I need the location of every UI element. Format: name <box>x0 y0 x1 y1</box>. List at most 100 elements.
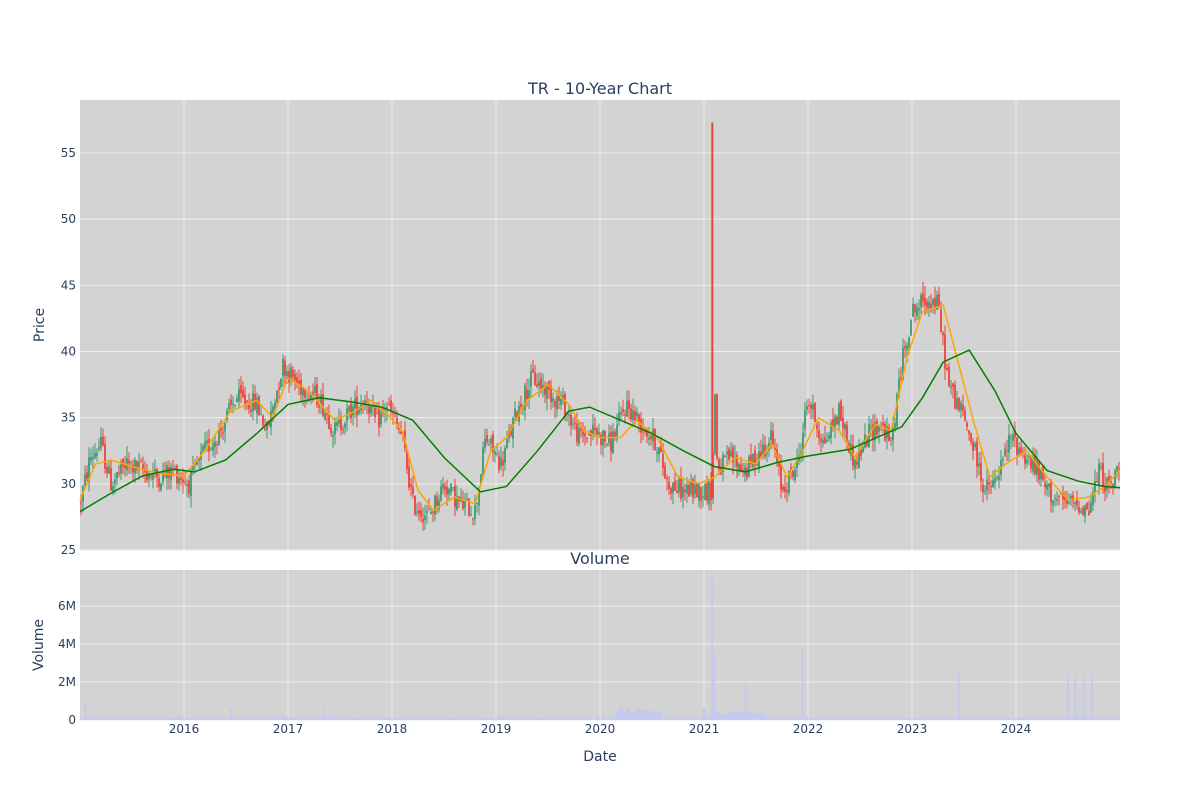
volume-bar <box>528 716 530 720</box>
candle-body <box>860 449 862 456</box>
volume-bar <box>750 712 752 720</box>
candle-body <box>476 503 478 505</box>
candle-body <box>244 394 246 404</box>
candle-body <box>246 400 248 403</box>
volume-spike-bar <box>1067 676 1069 720</box>
candle-body <box>426 510 428 513</box>
volume-bar <box>422 716 424 720</box>
candle-body <box>188 480 190 494</box>
candle-body <box>896 394 898 427</box>
candle-body <box>636 412 638 417</box>
volume-bar <box>124 718 126 720</box>
candle-body <box>740 464 742 472</box>
candle-body <box>806 406 808 411</box>
candle-body <box>572 423 574 425</box>
candle-body <box>408 466 410 488</box>
candle-body <box>894 422 896 429</box>
volume-bar <box>1062 717 1064 720</box>
candle-body <box>698 484 700 501</box>
candle-body <box>954 384 956 409</box>
volume-bar <box>146 717 148 720</box>
candle-body <box>214 441 216 448</box>
candle-body <box>114 479 116 484</box>
candle-body <box>1046 484 1048 491</box>
volume-bar <box>676 717 678 720</box>
volume-bar <box>1078 716 1080 720</box>
volume-bar <box>682 717 684 720</box>
volume-bar <box>812 717 814 720</box>
volume-bar <box>782 716 784 720</box>
volume-y-tick-label: 2M <box>58 675 76 689</box>
volume-bar <box>990 717 992 720</box>
volume-bar <box>138 716 140 720</box>
volume-bar <box>204 717 206 720</box>
candle-body <box>1016 437 1018 456</box>
candle-body <box>934 297 936 308</box>
volume-bar <box>1022 717 1024 720</box>
candle-body <box>290 367 292 381</box>
candle-body <box>312 392 314 395</box>
candle-body <box>678 478 680 493</box>
candle-body <box>500 457 502 467</box>
volume-bar <box>300 716 302 720</box>
candle-body <box>370 405 372 414</box>
candle-body <box>696 482 698 498</box>
candle-body <box>918 308 920 311</box>
volume-bar <box>692 716 694 720</box>
x-axis-label: Date <box>583 749 616 765</box>
candle-body <box>174 467 176 469</box>
volume-bar <box>942 716 944 720</box>
volume-bar <box>426 716 428 720</box>
candle-body <box>1096 481 1098 483</box>
volume-bar <box>362 716 364 720</box>
volume-bar <box>748 712 750 720</box>
volume-bar <box>896 716 898 720</box>
candle-body <box>342 429 344 431</box>
volume-spike-bar <box>713 653 716 720</box>
candle-body <box>308 397 310 399</box>
candle-body <box>622 408 624 412</box>
volume-bar <box>478 717 480 720</box>
candle-body <box>358 408 360 414</box>
volume-bar <box>444 716 446 720</box>
candle-body <box>136 460 138 470</box>
candle-body <box>910 320 912 336</box>
volume-bar <box>250 716 252 720</box>
volume-bar <box>352 718 354 720</box>
volume-bar <box>598 716 600 720</box>
candle-body <box>1088 510 1090 515</box>
volume-bar <box>836 716 838 720</box>
candle-body <box>1112 484 1114 487</box>
volume-bar <box>546 717 548 720</box>
volume-bar <box>562 718 564 720</box>
volume-bar <box>736 711 738 720</box>
volume-spike-bar <box>711 577 714 720</box>
volume-bar <box>870 717 872 720</box>
candle-body <box>582 432 584 436</box>
candle-body <box>710 483 712 501</box>
volume-bar <box>892 717 894 720</box>
volume-bar <box>436 718 438 720</box>
volume-chart-title: Volume <box>570 549 630 568</box>
volume-bar <box>580 716 582 720</box>
candle-body <box>464 501 466 508</box>
volume-bar <box>278 718 280 720</box>
volume-bar <box>326 716 328 720</box>
volume-bar <box>738 711 740 720</box>
candle-body <box>670 487 672 494</box>
volume-bar <box>1102 717 1104 720</box>
candle-body <box>828 435 830 439</box>
volume-bar <box>772 718 774 720</box>
volume-bar <box>616 711 618 720</box>
volume-bar <box>564 716 566 720</box>
volume-bar <box>746 712 748 720</box>
candle-body <box>232 404 234 406</box>
volume-bar <box>964 716 966 720</box>
candle-body <box>166 465 168 479</box>
candle-body <box>578 427 580 445</box>
volume-bar <box>894 716 896 720</box>
candle-body <box>974 443 976 448</box>
candle-body <box>778 462 780 467</box>
candle-body <box>824 437 826 444</box>
volume-bar <box>158 716 160 720</box>
